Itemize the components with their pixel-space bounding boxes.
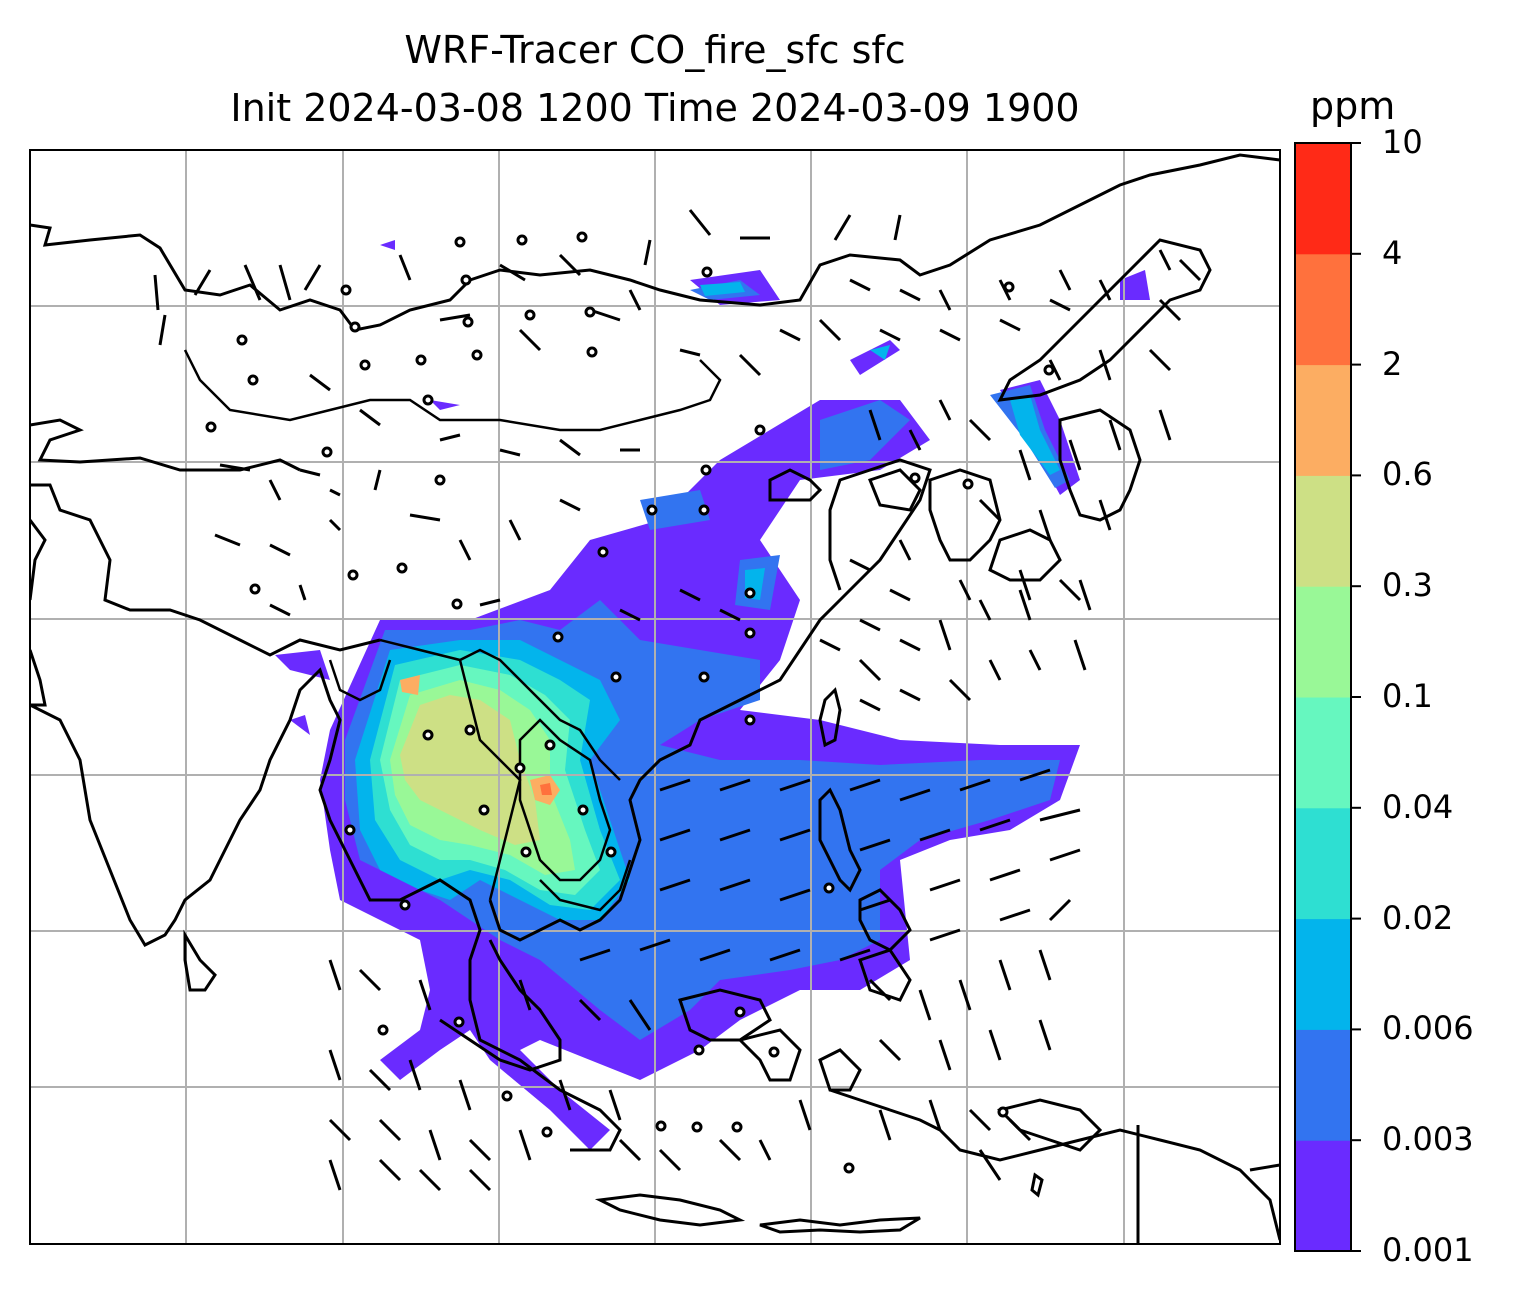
colorbar-tick-label: 0.003 bbox=[1382, 1120, 1474, 1159]
colorbar-tick-label: 0.1 bbox=[1382, 677, 1433, 715]
colorbar-border bbox=[1294, 142, 1352, 1252]
colorbar-tick-label: 0.006 bbox=[1382, 1009, 1474, 1048]
colorbar-swatch bbox=[1295, 586, 1351, 698]
gridlines bbox=[30, 150, 1280, 1244]
colorbar-swatch bbox=[1295, 697, 1351, 809]
colorbar-tick-label: 2 bbox=[1382, 344, 1403, 383]
plume-band-2-north bbox=[640, 280, 1070, 610]
colorbar-tick-label: 0.3 bbox=[1382, 566, 1433, 605]
colorbar-swatch bbox=[1295, 807, 1351, 920]
colorbar-tick-label: 0.04 bbox=[1382, 787, 1454, 826]
colorbar-swatch bbox=[1295, 1029, 1351, 1141]
colorbar-swatch bbox=[1295, 1140, 1351, 1252]
colorbar-swatch bbox=[1295, 475, 1351, 587]
coastlines bbox=[30, 153, 1280, 1244]
title-line-2: Init 2024-03-08 1200 Time 2024-03-09 190… bbox=[230, 86, 1080, 130]
colorbar-swatch bbox=[1295, 918, 1351, 1030]
wind-barbs bbox=[153, 209, 1202, 1192]
colorbar-swatch bbox=[1295, 364, 1351, 476]
colorbar-tick-label: 0.6 bbox=[1382, 455, 1433, 494]
colorbar-swatch bbox=[1295, 253, 1351, 366]
map-border bbox=[29, 149, 1281, 1245]
colorbar-tick-label: 0.001 bbox=[1382, 1231, 1474, 1269]
colorbar-tick-label: 0.02 bbox=[1382, 898, 1454, 937]
tracer-field bbox=[275, 240, 1150, 1150]
colorbar-tick-label: 4 bbox=[1382, 233, 1403, 272]
plume-band-7 bbox=[400, 695, 540, 845]
title-line-1: WRF-Tracer CO_fire_sfc sfc bbox=[404, 28, 906, 72]
colorbar-unit: ppm bbox=[1310, 84, 1396, 128]
calm-markers bbox=[205, 231, 1055, 1174]
country-borders bbox=[183, 349, 722, 912]
colorbar-swatch bbox=[1295, 143, 1351, 255]
colorbar-tick-label: 10 bbox=[1382, 123, 1423, 161]
plume-band-9 bbox=[540, 783, 552, 795]
colorbar bbox=[1295, 142, 1361, 1252]
